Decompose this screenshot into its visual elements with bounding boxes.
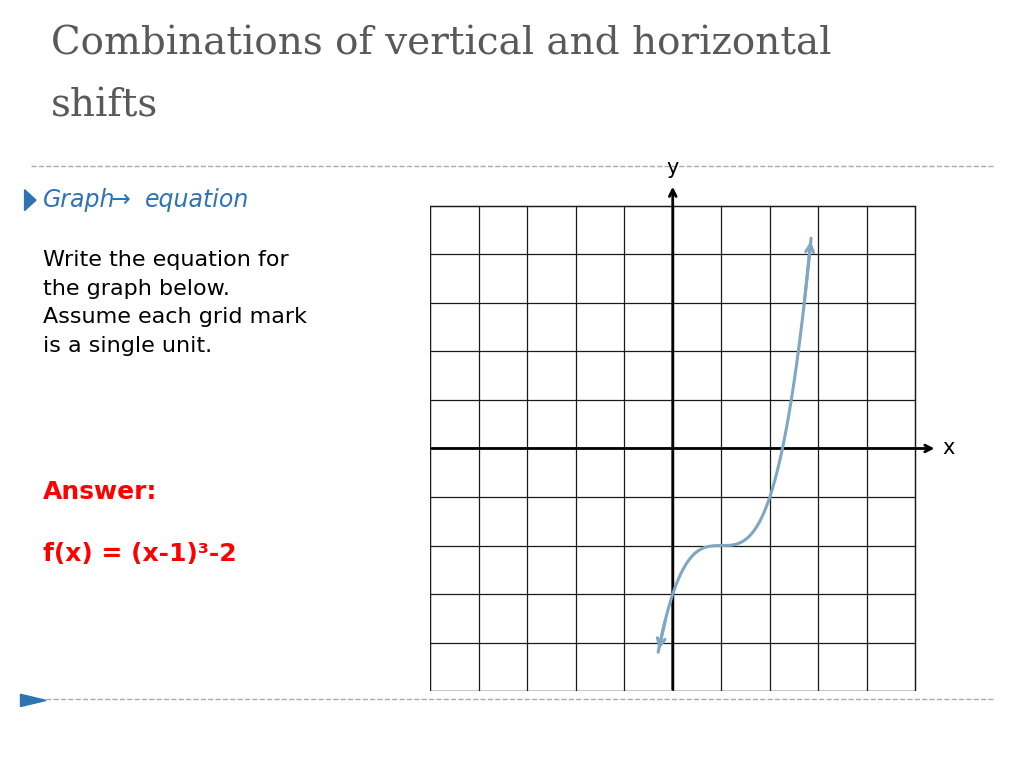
Text: f(x) = (x-1)³-2: f(x) = (x-1)³-2	[43, 542, 237, 566]
Polygon shape	[20, 694, 46, 707]
Text: y: y	[667, 157, 679, 177]
Text: →: →	[111, 188, 130, 212]
Polygon shape	[25, 190, 36, 210]
Text: equation: equation	[145, 188, 250, 212]
Text: shifts: shifts	[51, 88, 159, 125]
Text: x: x	[942, 439, 954, 458]
Text: Graph: Graph	[43, 188, 116, 212]
Text: Combinations of vertical and horizontal: Combinations of vertical and horizontal	[51, 25, 831, 62]
Text: Write the equation for
the graph below.
Assume each grid mark
is a single unit.: Write the equation for the graph below. …	[43, 250, 307, 356]
Text: Answer:: Answer:	[43, 479, 158, 504]
